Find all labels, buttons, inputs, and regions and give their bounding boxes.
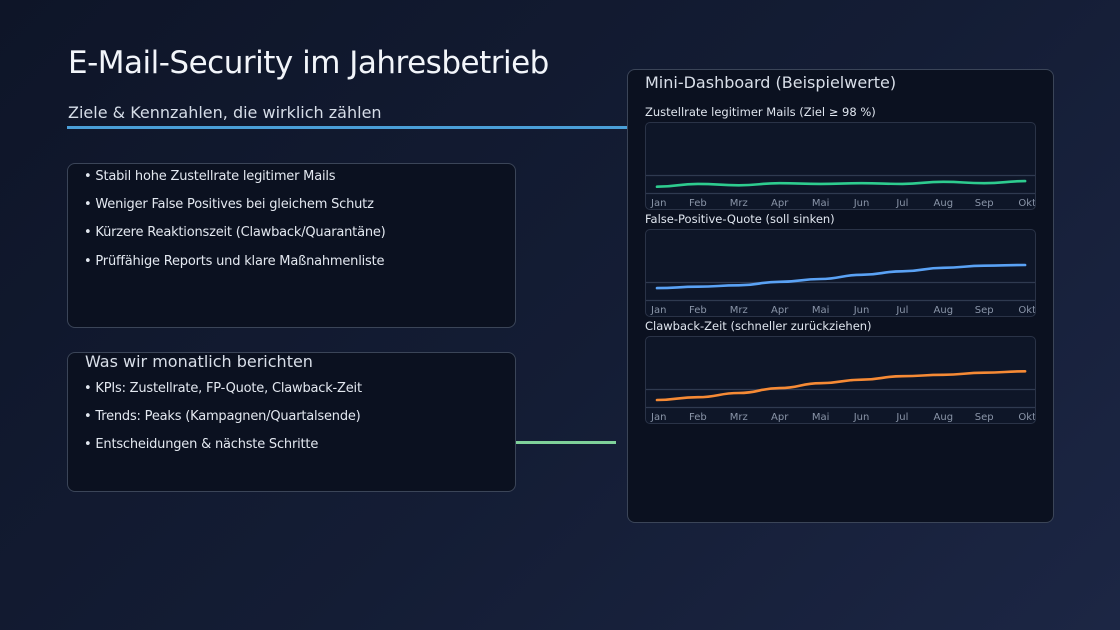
x-tick-label: Jan <box>650 305 666 316</box>
chart-title: Zustellrate legitimer Mails (Ziel ≥ 98 %… <box>645 105 876 119</box>
slide-subtitle: Ziele & Kennzahlen, die wirklich zählen <box>68 103 382 122</box>
report-item: • Entscheidungen & nächste Schritte <box>84 437 319 452</box>
chart-title: Clawback-Zeit (schneller zurückziehen) <box>645 319 872 333</box>
x-tick-label: Okt <box>1018 198 1036 209</box>
goal-item: • Prüffähige Reports und klare Maßnahmen… <box>84 254 385 269</box>
x-tick-label: Jul <box>895 198 908 209</box>
goal-item: • Weniger False Positives bei gleichem S… <box>84 197 374 212</box>
chart-title: False-Positive-Quote (soll sinken) <box>645 212 835 226</box>
goal-item: • Kürzere Reaktionszeit (Clawback/Quaran… <box>84 225 386 240</box>
line-chart-svg: Jan Feb Mrz Apr Mai Jun Jul Aug Sep Okt <box>646 174 1036 209</box>
x-tick-label: Mai <box>812 412 830 423</box>
x-tick-label: Mrz <box>730 305 748 316</box>
line-chart-svg: Jan Feb Mrz Apr Mai Jun Jul Aug Sep Okt <box>646 263 1036 316</box>
x-tick-label: Okt <box>1018 412 1036 423</box>
x-tick-label: Jul <box>895 305 908 316</box>
x-tick-label: Apr <box>771 198 789 209</box>
x-tick-label: Jul <box>895 412 908 423</box>
mini-dashboard: Mini-Dashboard (Beispielwerte) Zustellra… <box>627 69 1054 523</box>
line-chart-svg: Jan Feb Mrz Apr Mai Jun Jul Aug Sep Okt <box>646 370 1036 423</box>
x-tick-label: Mrz <box>730 198 748 209</box>
report-item: • KPIs: Zustellrate, FP-Quote, Clawback-… <box>84 381 362 396</box>
x-tick-label: Jan <box>650 198 666 209</box>
slide-title: E-Mail-Security im Jahresbetrieb <box>68 45 549 81</box>
x-tick-label: Mrz <box>730 412 748 423</box>
chart-delivery-rate: Jan Feb Mrz Apr Mai Jun Jul Aug Sep Okt <box>645 122 1036 210</box>
x-tick-label: Mai <box>812 198 830 209</box>
x-tick-label: Jun <box>853 198 870 209</box>
x-tick-label: Feb <box>689 305 707 316</box>
series-line <box>655 263 1027 290</box>
goals-box: • Stabil hohe Zustellrate legitimer Mail… <box>67 163 516 328</box>
report-item: • Trends: Peaks (Kampagnen/Quartalsende) <box>84 409 361 424</box>
x-tick-label: Apr <box>771 305 789 316</box>
subtitle-underline <box>67 126 627 129</box>
report-box: Was wir monatlich berichten • KPIs: Zust… <box>67 352 516 492</box>
x-tick-label: Feb <box>689 198 707 209</box>
x-tick-label: Aug <box>934 412 954 423</box>
dashboard-title: Mini-Dashboard (Beispielwerte) <box>645 73 897 92</box>
connector-line <box>516 441 616 444</box>
x-tick-label: Aug <box>934 198 954 209</box>
x-tick-label: Sep <box>975 412 994 423</box>
series-line <box>655 179 1027 188</box>
x-tick-label: Jan <box>650 412 666 423</box>
series-line <box>655 370 1027 402</box>
x-tick-label: Feb <box>689 412 707 423</box>
x-tick-label: Jun <box>853 305 870 316</box>
x-tick-label: Mai <box>812 305 830 316</box>
x-tick-label: Aug <box>934 305 954 316</box>
goal-item: • Stabil hohe Zustellrate legitimer Mail… <box>84 169 336 184</box>
x-tick-label: Okt <box>1018 305 1036 316</box>
x-tick-label: Apr <box>771 412 789 423</box>
x-tick-label: Sep <box>975 198 994 209</box>
x-tick-label: Jun <box>853 412 870 423</box>
chart-clawback-time: Jan Feb Mrz Apr Mai Jun Jul Aug Sep Okt <box>645 336 1036 424</box>
x-tick-label: Sep <box>975 305 994 316</box>
report-title: Was wir monatlich berichten <box>85 352 313 371</box>
chart-false-positive-rate: Jan Feb Mrz Apr Mai Jun Jul Aug Sep Okt <box>645 229 1036 317</box>
